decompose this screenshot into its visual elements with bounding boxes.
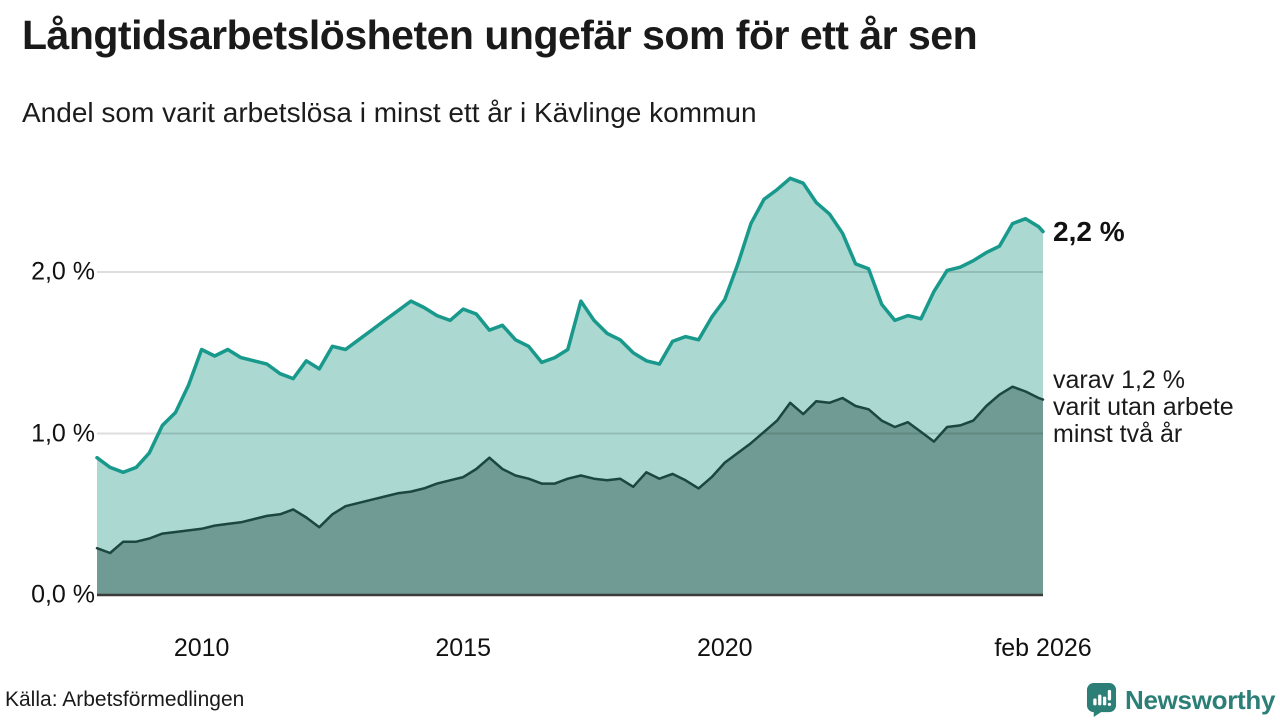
two-year-annotation-line: varav 1,2 % <box>1053 366 1186 394</box>
page-subtitle: Andel som varit arbetslösa i minst ett å… <box>22 97 757 128</box>
total-value-label: 2,2 % <box>1053 216 1125 247</box>
total-series-line <box>95 176 1045 475</box>
newsworthy-wordmark: Newsworthy <box>1125 684 1276 715</box>
newsworthy-logo-icon <box>1086 683 1117 717</box>
x-tick-label: feb 2026 <box>994 634 1092 662</box>
y-tick-label: 1,0 % <box>31 419 95 447</box>
two-year-series-line <box>95 385 1045 555</box>
two-year-annotation-line: minst två år <box>1053 420 1183 448</box>
two-year-annotation-line: varit utan arbete <box>1053 393 1234 421</box>
x-tick-label: 2010 <box>173 634 230 662</box>
x-tick-label: 2020 <box>696 634 753 662</box>
y-tick-label: 0,0 % <box>31 580 95 609</box>
two-year-annotation: varav 1,2 % varit utan arbete minst två … <box>1053 367 1234 448</box>
source-text: Källa: Arbetsförmedlingen <box>5 688 245 711</box>
x-tick-label: 2015 <box>435 634 491 662</box>
two-year-series-area <box>97 386 1043 595</box>
page-title: Långtidsarbetslösheten ungefär som för e… <box>22 12 978 58</box>
newsworthy-logo: Newsworthy <box>1086 682 1275 718</box>
y-tick-label: 2,0 % <box>31 257 95 286</box>
